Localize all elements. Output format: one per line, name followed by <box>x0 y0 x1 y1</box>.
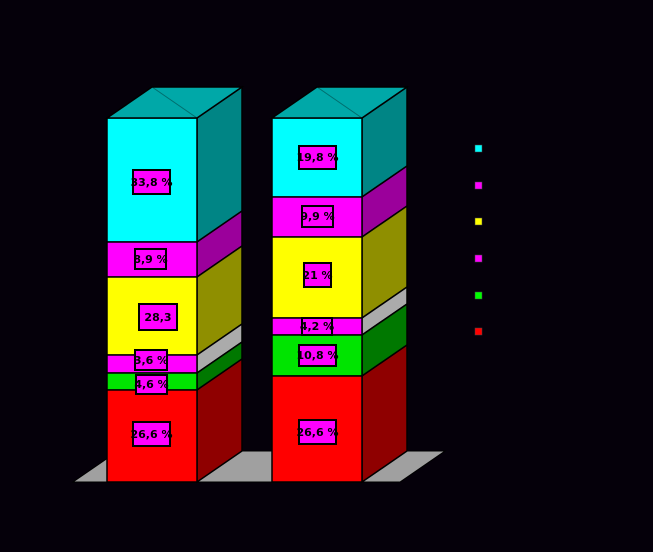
label-bar1-magenta: 8,9 % <box>133 248 168 270</box>
legend-swatch-yellow <box>474 217 483 226</box>
label-bar2-red: 26,6 % <box>297 419 339 445</box>
label-bar2-cyan: 19,8 % <box>297 145 339 170</box>
bar1-top-face <box>104 86 245 119</box>
floor-left-piece <box>71 457 108 483</box>
label-bar2-magenta: 9,9 % <box>300 205 335 228</box>
label-bar1-red: 26,6 % <box>131 421 173 447</box>
bar2-top-face <box>269 86 410 119</box>
legend-swatch-green <box>474 291 483 300</box>
label-bar1-yellow: 28,3 <box>138 303 178 331</box>
label-bar2-green: 10,8 % <box>297 344 339 367</box>
legend-swatch-cyan <box>474 144 483 153</box>
legend-swatch-red <box>474 327 483 336</box>
bar2-top-diagonal-edge <box>316 86 363 119</box>
label-bar2-yellow: 21 % <box>302 262 333 288</box>
legend-swatch-magenta <box>474 181 483 190</box>
label-bar2-magenta-thin: 4,2 % <box>300 317 334 336</box>
label-bar1-magenta-thin: 3,6 % <box>134 349 168 371</box>
label-bar1-green: 4,6 % <box>134 374 169 395</box>
label-bar1-cyan: 33,8 % <box>131 169 173 195</box>
legend-swatch-magenta-thin <box>474 254 483 263</box>
bar1-top-diagonal-edge <box>151 86 198 119</box>
